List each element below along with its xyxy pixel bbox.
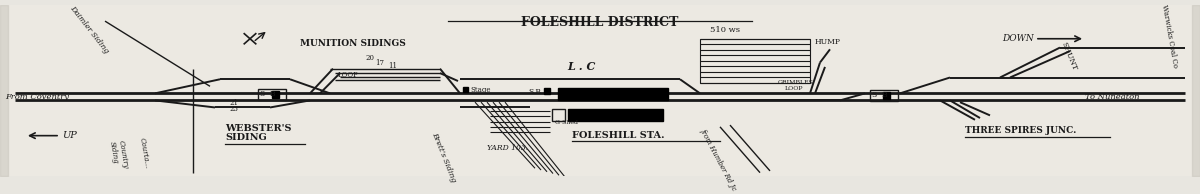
Text: Warwicks Coal Co: Warwicks Coal Co xyxy=(1160,4,1180,68)
Text: 17: 17 xyxy=(374,59,384,67)
Text: L . C: L . C xyxy=(568,61,595,72)
Text: UP: UP xyxy=(62,131,77,140)
Bar xyxy=(544,88,550,94)
Text: 21: 21 xyxy=(230,99,239,107)
Text: WEBSTER'S: WEBSTER'S xyxy=(226,124,292,133)
Text: from Humber Rd Jc: from Humber Rd Jc xyxy=(698,127,738,192)
Text: FOLESHILL DISTRICT: FOLESHILL DISTRICT xyxy=(521,16,679,29)
Text: DOWN: DOWN xyxy=(1002,34,1033,43)
Text: GRIMBLES: GRIMBLES xyxy=(778,80,814,85)
Text: Courta...: Courta... xyxy=(138,137,151,169)
Bar xyxy=(552,109,565,121)
Text: LOOP: LOOP xyxy=(338,71,359,79)
Text: SHUNT: SHUNT xyxy=(1060,41,1079,72)
Bar xyxy=(568,109,662,121)
Text: Stage: Stage xyxy=(470,86,491,94)
Text: Daimler Siding: Daimler Siding xyxy=(68,4,110,55)
Text: YARD 103.: YARD 103. xyxy=(487,144,528,152)
Text: S  B: S B xyxy=(872,91,888,99)
Text: LOOP: LOOP xyxy=(785,86,804,91)
Bar xyxy=(463,87,468,92)
Bar xyxy=(272,91,278,98)
Text: 23: 23 xyxy=(230,105,239,113)
Text: THREE SPIRES JUNC.: THREE SPIRES JUNC. xyxy=(965,126,1076,135)
Bar xyxy=(870,90,898,101)
Text: Country
Siding: Country Siding xyxy=(108,139,130,171)
Text: SIDING: SIDING xyxy=(226,133,266,142)
Bar xyxy=(883,92,890,99)
Text: FOLESHILL STA.: FOLESHILL STA. xyxy=(572,131,665,140)
Text: MUNITION SIDINGS: MUNITION SIDINGS xyxy=(300,39,406,48)
Bar xyxy=(258,89,286,100)
Text: To Nuneaton: To Nuneaton xyxy=(1085,93,1140,101)
Text: 20: 20 xyxy=(365,54,374,62)
Text: From Coventry: From Coventry xyxy=(5,93,70,101)
Text: S.B: S.B xyxy=(528,88,541,96)
Text: 510 ws: 510 ws xyxy=(710,26,740,34)
Text: S  B: S B xyxy=(260,90,276,98)
Text: G Shed: G Shed xyxy=(554,120,578,125)
Text: HUMP: HUMP xyxy=(815,38,841,46)
Bar xyxy=(700,39,810,83)
Text: Brett's Siding: Brett's Siding xyxy=(430,131,457,183)
Text: 11: 11 xyxy=(388,62,397,70)
Bar xyxy=(558,88,668,100)
